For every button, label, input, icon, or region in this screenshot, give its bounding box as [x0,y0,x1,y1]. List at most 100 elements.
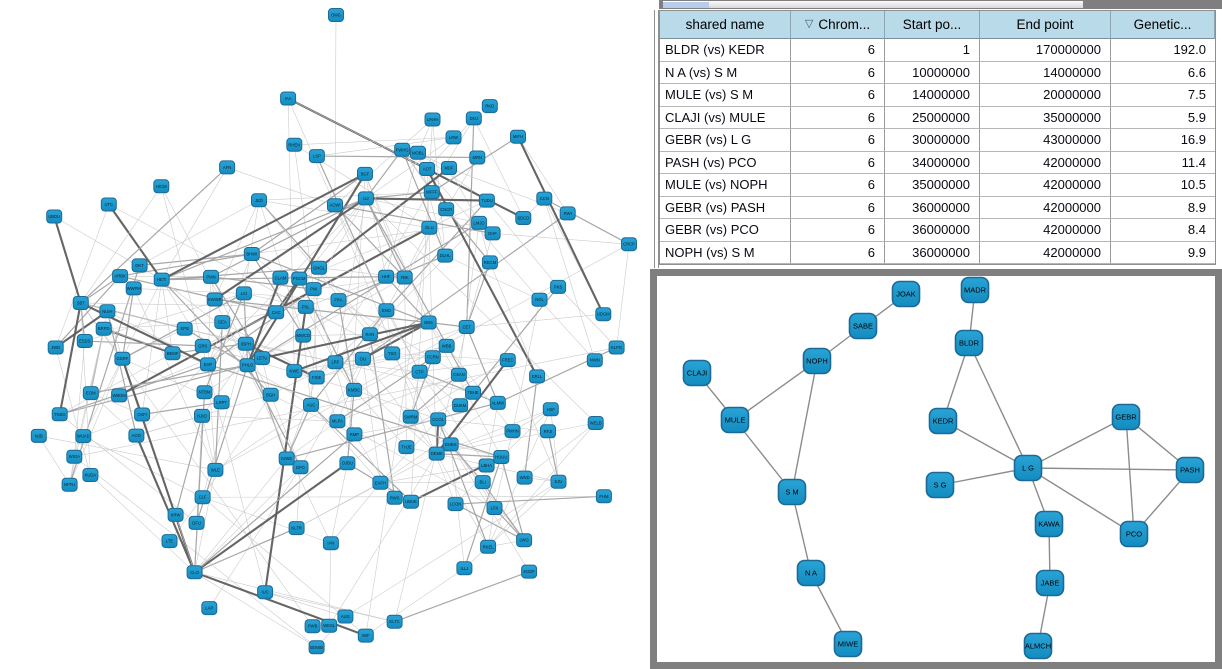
network-node[interactable]: WBDM [111,388,128,403]
column-header-chrom[interactable]: ▽ Chrom... [791,11,885,39]
network-edge[interactable] [380,481,483,484]
network-edge[interactable] [410,374,460,418]
network-node[interactable]: THJE [398,440,415,455]
network-edge[interactable] [386,310,420,372]
network-node[interactable]: BHWI [243,247,260,261]
network-edge[interactable] [121,288,135,359]
table-cell[interactable]: 6 [791,84,885,107]
network-edge[interactable] [303,333,370,336]
network-edge[interactable] [139,200,260,266]
network-node[interactable]: RKEL [480,539,497,554]
table-row[interactable]: GEBR (vs) L G 6 30000000 43000000 16.9 [660,129,1215,152]
network-edge[interactable] [90,392,137,436]
network-node[interactable]: LCON [447,497,464,512]
horizontal-scrollbar[interactable] [659,0,1222,9]
network-node[interactable]: GNGL [311,260,327,275]
table-cell[interactable]: 6.6 [1111,61,1215,84]
network-edge[interactable] [494,431,513,509]
network-edge[interactable] [353,326,467,391]
network-edge[interactable] [80,167,228,304]
network-edge[interactable] [247,222,480,366]
table-cell[interactable]: GEBR (vs) PCO [660,219,791,242]
table-row[interactable]: N A (vs) S M 6 10000000 14000000 6.6 [660,61,1215,84]
network-edge[interactable] [310,404,412,503]
network-edge[interactable] [298,278,355,391]
network-edge[interactable] [517,136,568,214]
table-cell[interactable]: 10.5 [1111,174,1215,197]
graph-node-jabe[interactable]: JABE [1035,569,1065,597]
network-node[interactable]: WWPM [125,281,142,296]
network-node[interactable]: BOWB [308,640,325,655]
network-edge[interactable] [616,244,630,348]
network-edge[interactable] [247,277,405,366]
network-edge[interactable] [330,463,348,544]
network-edge[interactable] [251,253,304,336]
network-edge[interactable] [227,167,336,206]
network-node[interactable]: LETU [254,351,270,366]
network-node[interactable]: RFJI [540,424,556,439]
network-node[interactable]: UDGM [595,307,612,322]
network-edge[interactable] [247,364,301,468]
network-edge[interactable] [296,453,437,529]
network-edge[interactable] [302,335,312,405]
network-edge[interactable] [55,204,110,348]
network-edge[interactable] [202,345,355,391]
column-header-start-po[interactable]: Start po... [885,11,980,39]
network-edge[interactable] [473,118,524,219]
graph-node-mule[interactable]: MULE [720,406,750,434]
network-node[interactable]: LRW [445,130,462,145]
network-node[interactable]: WUAD [75,429,92,444]
network-edge[interactable] [55,310,108,349]
network-node[interactable]: GLU [421,220,438,235]
graph-node-gebr[interactable]: GEBR [1111,403,1141,431]
network-node[interactable]: LAP [201,601,218,616]
network-node[interactable]: WIF [357,628,374,643]
table-cell[interactable]: 6 [791,241,885,264]
network-node[interactable]: TNSO [51,407,68,422]
network-edge[interactable] [334,204,406,278]
network-edge[interactable] [316,137,454,157]
network-edge[interactable] [334,14,337,206]
table-cell[interactable]: BLDR (vs) KEDR [660,39,791,62]
network-edge[interactable] [386,227,430,311]
network-edge[interactable] [161,279,272,396]
network-edge[interactable] [265,591,346,617]
table-row[interactable]: BLDR (vs) KEDR 6 1 170000000 192.0 [660,39,1215,62]
network-node[interactable]: OMG [328,8,344,22]
network-node[interactable]: RAN [361,327,378,342]
network-edge[interactable] [489,262,538,377]
network-node[interactable]: AOT [419,162,436,176]
network-node[interactable]: NGL [531,292,548,307]
network-edge[interactable] [486,200,559,288]
table-cell[interactable]: 170000000 [980,39,1111,62]
network-node[interactable]: GRS [194,338,211,353]
network-edge[interactable] [69,358,123,485]
network-node[interactable]: DHBS [442,437,459,452]
network-edge[interactable] [194,469,216,573]
network-edge[interactable] [258,200,304,336]
graph-edge-kedr-lg[interactable] [942,420,1029,469]
network-node[interactable]: KUDA [82,468,99,482]
network-node[interactable]: FSIE [308,370,325,385]
network-edge[interactable] [492,233,630,245]
network-node[interactable]: FBK [396,270,413,285]
network-node[interactable]: IAN [322,536,339,551]
network-edge[interactable] [214,197,367,301]
network-edge[interactable] [135,435,196,573]
network-edge[interactable] [84,340,203,347]
table-cell[interactable]: 43000000 [980,129,1111,152]
network-node[interactable]: FHM [595,489,612,504]
table-cell[interactable]: 42000000 [980,196,1111,219]
network-edge[interactable] [337,299,355,391]
graph-node-noph[interactable]: NOPH [802,347,832,375]
network-edge[interactable] [466,262,491,328]
network-edge[interactable] [328,453,437,626]
network-node[interactable]: UBUE [403,494,419,509]
network-edge[interactable] [364,173,405,278]
network-edge[interactable] [482,481,525,541]
network-edge[interactable] [83,414,143,437]
network-edge[interactable] [432,357,437,454]
network-edge[interactable] [328,543,332,626]
table-cell[interactable]: 6 [791,174,885,197]
network-edge[interactable] [203,293,245,393]
